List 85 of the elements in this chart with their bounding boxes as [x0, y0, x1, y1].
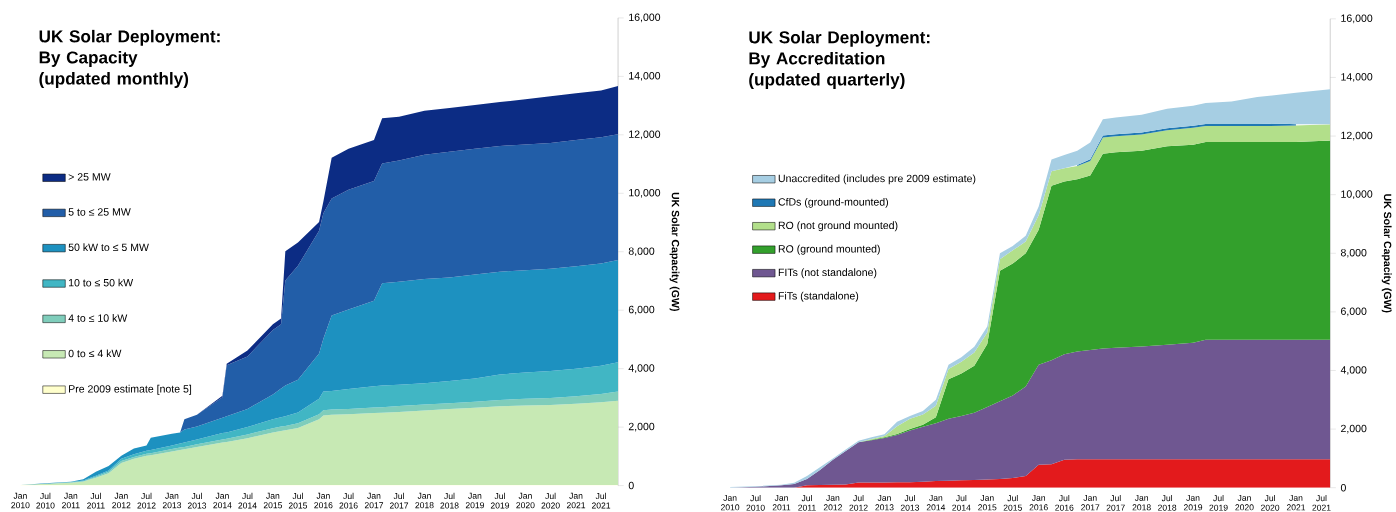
x-tick-label: Jul 2012 [137, 492, 156, 509]
legend-label: FiTs (standalone) [778, 291, 859, 302]
legend-label: RO (ground mounted) [778, 244, 880, 255]
y-tick-label: 16,000 [1341, 14, 1373, 24]
x-tick-label: Jan 2012 [112, 492, 131, 509]
legend-label: Unaccredited (includes pre 2009 estimate) [778, 174, 976, 185]
y-tick-label: 2,000 [1341, 424, 1367, 434]
y-tick-label: 10,000 [1341, 190, 1373, 200]
x-tick-label: Jan 2014 [213, 492, 232, 509]
x-tick-label: Jul 2020 [541, 492, 560, 509]
x-tick-label: Jul 2011 [87, 492, 105, 509]
x-tick-label: Jan 2018 [1132, 494, 1151, 511]
y-tick-label: 14,000 [1341, 73, 1373, 82]
legend-label: 5 to ≤ 25 MW [68, 208, 131, 216]
y-tick-label: 4,000 [1340, 366, 1367, 375]
legend-label: 50 kW to ≤ 5 MW [68, 243, 149, 252]
x-tick-label: Jan 2020 [1235, 494, 1254, 511]
x-tick-label: Jul 2018 [1158, 494, 1177, 511]
x-tick-label: Jul 2020 [1260, 494, 1280, 511]
y-tick-label: 10,000 [629, 188, 661, 198]
x-tick-label: Jan 2021 [1286, 494, 1306, 511]
x-tick-label: Jan 2015 [978, 494, 997, 511]
x-tick-label: Jan 2019 [1183, 494, 1203, 511]
text: (updated quarterly) [749, 72, 905, 89]
x-tick-label: Jan 2020 [516, 492, 535, 509]
x-tick-label: Jul 2014 [238, 492, 257, 509]
x-tick-label: Jul 2018 [440, 492, 459, 509]
x-tick-label: Jul 2019 [490, 492, 510, 509]
x-tick-label: Jan 2014 [926, 494, 946, 511]
x-tick-label: Jul 2011 [798, 494, 816, 511]
text: UK Solar Deployment: By Capacity [39, 29, 220, 67]
y-tick-label: 0 [628, 481, 634, 490]
x-tick-label: Jul 2017 [389, 492, 409, 509]
x-tick-label: Jan 2017 [1081, 494, 1100, 511]
y-axis-title: UK Solar Capacity (GW) [1381, 194, 1392, 313]
y-tick-label: 16,000 [629, 13, 661, 23]
legend-label: > 25 MW [68, 173, 111, 181]
x-tick-label: Jul 2010 [36, 492, 55, 509]
x-tick-label: Jul 2016 [339, 492, 358, 509]
x-tick-label: Jan 2013 [875, 494, 894, 511]
legend-label: 10 to ≤ 50 kW [68, 278, 134, 287]
x-tick-label: Jan 2021 [566, 492, 586, 509]
legend-label: FITs (not standalone) [778, 268, 877, 279]
y-axis-title: UK Solar Capacity (GW) [669, 192, 680, 311]
y-tick-label: 12,000 [629, 130, 661, 140]
x-tick-label: Jul 2015 [288, 492, 308, 509]
x-tick-label: Jul 2017 [1106, 494, 1125, 511]
legend-label: 4 to ≤ 10 kW [68, 314, 128, 322]
x-tick-label: Jul 2013 [900, 494, 920, 511]
y-tick-label: 6,000 [628, 305, 655, 315]
legend-label: RO (not ground mounted) [778, 221, 898, 232]
x-tick-label: Jan 2010 [721, 494, 740, 511]
legend-label: Pre 2009 estimate [note 5] [69, 384, 192, 395]
x-tick-label: Jan 2011 [772, 494, 791, 511]
y-tick-label: 6,000 [1341, 307, 1367, 317]
y-tick-label: 8,000 [628, 247, 655, 257]
y-tick-label: 8,000 [1340, 248, 1367, 258]
x-tick-label: Jan 2010 [11, 492, 30, 509]
x-tick-label: Jan 2017 [364, 492, 384, 509]
x-tick-label: Jan 2013 [162, 492, 182, 509]
x-tick-label: Jan 2012 [823, 494, 842, 511]
legend-label: CfDs (ground-mounted) [778, 197, 889, 208]
legend-label: 0 to ≤ 4 kW [68, 349, 122, 358]
text: UK Solar Deployment: By Accreditation [749, 30, 930, 68]
x-tick-label: Jan 2019 [465, 492, 485, 509]
x-tick-label: Jul 2014 [952, 494, 971, 511]
y-tick-label: 12,000 [1341, 131, 1373, 141]
x-tick-label: Jul 2021 [591, 492, 611, 509]
x-tick-label: Jan 2016 [314, 492, 333, 509]
x-tick-label: Jul 2019 [1209, 494, 1228, 511]
y-tick-label: 2,000 [628, 422, 655, 432]
x-tick-label: Jan 2018 [415, 492, 434, 509]
x-tick-label: Jul 2010 [746, 494, 765, 511]
x-tick-label: Jan 2011 [62, 492, 80, 509]
text: (updated monthly) [39, 72, 189, 88]
x-tick-label: Jan 2015 [263, 492, 283, 509]
y-tick-label: 14,000 [629, 72, 661, 81]
y-tick-label: 4,000 [628, 364, 655, 374]
x-tick-label: Jul 2021 [1312, 494, 1331, 511]
x-tick-label: Jul 2013 [187, 492, 207, 509]
x-tick-label: Jan 2016 [1029, 494, 1048, 511]
x-tick-label: Jul 2015 [1003, 494, 1022, 511]
y-tick-label: 0 [1340, 483, 1346, 492]
x-tick-label: Jul 2016 [1055, 494, 1074, 511]
x-tick-label: Jul 2012 [849, 494, 868, 511]
